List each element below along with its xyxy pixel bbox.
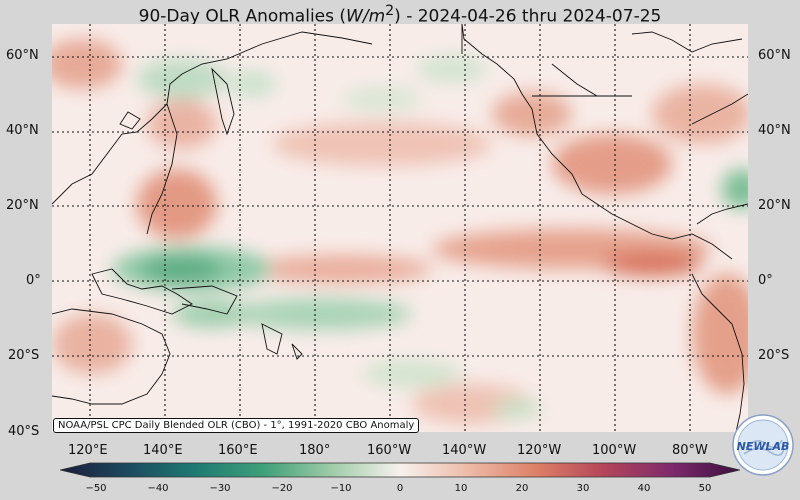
- colorbar-tick: 50: [698, 483, 712, 494]
- anomaly-field: [52, 39, 748, 424]
- lat-label-left-40n: 40°N: [6, 123, 39, 138]
- lon-label-140e: 140°E: [143, 443, 183, 458]
- colorbar-tick: 10: [454, 483, 468, 494]
- colorbar-tick: 20: [515, 483, 529, 494]
- newlab-logo[interactable]: NEWLAB: [732, 414, 794, 476]
- coastlines: [52, 24, 748, 432]
- lon-label-180: 180°: [299, 443, 331, 458]
- svg-text:NEWLAB: NEWLAB: [737, 440, 790, 453]
- olr-anomaly-map: [52, 24, 748, 432]
- lon-label-80w: 80°W: [672, 443, 708, 458]
- lon-label-160e: 160°E: [218, 443, 258, 458]
- lon-label-140w: 140°W: [442, 443, 487, 458]
- lat-label-right-20s: 20°S: [758, 348, 790, 363]
- colorbar-tick: 40: [637, 483, 651, 494]
- lon-label-120w: 120°W: [517, 443, 562, 458]
- lon-label-120e: 120°E: [68, 443, 108, 458]
- lon-label-160w: 160°W: [367, 443, 412, 458]
- lat-label-left-20s: 20°S: [8, 348, 40, 363]
- graticule: [52, 24, 748, 432]
- data-source-credit: NOAA/PSL CPC Daily Blended OLR (CBO) - 1…: [53, 418, 420, 433]
- lat-label-right-40n: 40°N: [758, 123, 791, 138]
- lat-label-left-0: 0°: [26, 273, 41, 288]
- colorbar-tick: 0: [396, 483, 404, 494]
- colorbar-tick: −20: [271, 483, 293, 494]
- colorbar-tick: −50: [85, 483, 107, 494]
- lon-label-100w: 100°W: [592, 443, 637, 458]
- colorbar-tick: −10: [330, 483, 352, 494]
- colorbar: [60, 462, 740, 478]
- lat-label-right-0: 0°: [758, 273, 773, 288]
- map-title: 90-Day OLR Anomalies (W/m2) - 2024-04-26…: [138, 3, 662, 27]
- lat-label-right-20n: 20°N: [758, 198, 791, 213]
- colorbar-tick: −40: [147, 483, 169, 494]
- colorbar-tick: −30: [209, 483, 231, 494]
- lat-label-left-40s: 40°S: [8, 424, 40, 439]
- colorbar-tick: 30: [576, 483, 590, 494]
- lat-label-right-60n: 60°N: [758, 48, 791, 63]
- lat-label-left-60n: 60°N: [6, 48, 39, 63]
- lat-label-left-20n: 20°N: [6, 198, 39, 213]
